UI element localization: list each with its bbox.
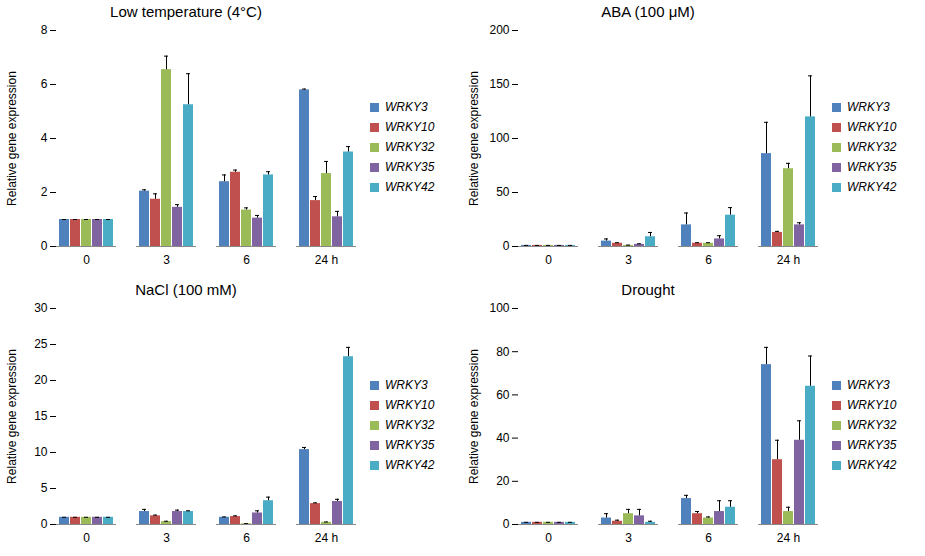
svg-text:6: 6 <box>705 253 712 267</box>
svg-text:Relative gene expression: Relative gene expression <box>467 71 481 206</box>
svg-text:Relative gene expression: Relative gene expression <box>5 349 19 484</box>
html-text:WRKY10: WRKY10 <box>385 120 435 134</box>
html-text:Low temperature (4°C): Low temperature (4°C) <box>110 3 262 20</box>
svg-text:0: 0 <box>545 253 552 267</box>
html-text:WRKY3: WRKY3 <box>385 378 428 392</box>
svg-text:6: 6 <box>705 531 712 545</box>
html-text:WRKY32: WRKY32 <box>847 140 897 154</box>
svg-text:3: 3 <box>163 253 170 267</box>
html-text:WRKY32: WRKY32 <box>385 140 435 154</box>
svg-text:15: 15 <box>34 409 48 423</box>
svg-text:3: 3 <box>625 531 632 545</box>
svg-text:100: 100 <box>489 301 509 315</box>
html-text:WRKY42: WRKY42 <box>847 458 897 472</box>
html-text:WRKY35: WRKY35 <box>847 438 897 452</box>
svg-text:0: 0 <box>83 531 90 545</box>
html-text:WRKY3: WRKY3 <box>847 100 890 114</box>
svg-text:0: 0 <box>41 239 48 253</box>
html-text:WRKY42: WRKY42 <box>385 180 435 194</box>
html-text:WRKY3: WRKY3 <box>385 100 428 114</box>
html-text:WRKY3: WRKY3 <box>847 378 890 392</box>
svg-text:2: 2 <box>41 185 48 199</box>
svg-text:Relative gene expression: Relative gene expression <box>467 349 481 484</box>
html-text:WRKY10: WRKY10 <box>847 120 897 134</box>
svg-text:24 h: 24 h <box>777 531 800 545</box>
svg-text:200: 200 <box>489 23 509 37</box>
svg-text:5: 5 <box>41 481 48 495</box>
svg-text:20: 20 <box>34 373 48 387</box>
html-text:ABA (100 μM): ABA (100 μM) <box>601 3 695 20</box>
svg-text:24 h: 24 h <box>315 531 338 545</box>
svg-text:100: 100 <box>489 131 509 145</box>
html-text:Drought: Drought <box>621 281 675 298</box>
svg-text:3: 3 <box>163 531 170 545</box>
svg-text:0: 0 <box>41 517 48 531</box>
svg-text:6: 6 <box>243 531 250 545</box>
svg-text:24 h: 24 h <box>777 253 800 267</box>
svg-text:25: 25 <box>34 337 48 351</box>
svg-text:Relative gene expression: Relative gene expression <box>5 71 19 206</box>
html-text:WRKY35: WRKY35 <box>847 160 897 174</box>
svg-text:150: 150 <box>489 77 509 91</box>
svg-text:6: 6 <box>41 77 48 91</box>
svg-text:0: 0 <box>503 239 510 253</box>
html-text:WRKY10: WRKY10 <box>385 398 435 412</box>
svg-text:40: 40 <box>496 431 510 445</box>
html-text:WRKY32: WRKY32 <box>847 418 897 432</box>
svg-text:30: 30 <box>34 301 48 315</box>
svg-text:0: 0 <box>503 517 510 531</box>
svg-text:80: 80 <box>496 345 510 359</box>
svg-text:0: 0 <box>83 253 90 267</box>
svg-text:8: 8 <box>41 23 48 37</box>
svg-text:50: 50 <box>496 185 510 199</box>
svg-text:20: 20 <box>496 474 510 488</box>
svg-text:0: 0 <box>545 531 552 545</box>
svg-text:60: 60 <box>496 388 510 402</box>
html-text:WRKY32: WRKY32 <box>385 418 435 432</box>
html-text:WRKY10: WRKY10 <box>847 398 897 412</box>
html-text:WRKY35: WRKY35 <box>385 438 435 452</box>
html-text:WRKY35: WRKY35 <box>385 160 435 174</box>
html-text:WRKY42: WRKY42 <box>847 180 897 194</box>
svg-text:10: 10 <box>34 445 48 459</box>
html-text:WRKY42: WRKY42 <box>385 458 435 472</box>
svg-text:6: 6 <box>243 253 250 267</box>
svg-text:3: 3 <box>625 253 632 267</box>
svg-text:24 h: 24 h <box>315 253 338 267</box>
svg-text:4: 4 <box>41 131 48 145</box>
html-text:NaCl (100 mM): NaCl (100 mM) <box>135 281 237 298</box>
